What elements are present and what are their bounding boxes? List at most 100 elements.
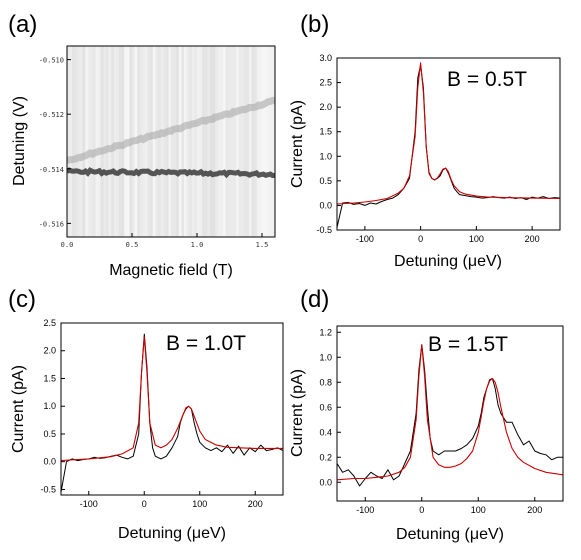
measured-series-line — [337, 344, 563, 487]
heatmap-column — [202, 46, 206, 237]
heatmap-column — [189, 46, 193, 237]
x-tick-label: 1.0 — [191, 241, 204, 249]
heatmap-column — [74, 46, 78, 237]
y-tick-label: 2.5 — [43, 318, 56, 328]
y-tick-label: 0.4 — [319, 427, 332, 437]
heatmap-column — [199, 46, 203, 237]
heatmap-column — [269, 46, 273, 237]
heatmap-column — [103, 46, 107, 237]
heatmap-column — [191, 46, 195, 237]
heatmap-column — [90, 46, 94, 237]
heatmap-column — [119, 46, 123, 237]
heatmap-column — [72, 46, 76, 237]
fit-series-line — [337, 62, 560, 205]
x-tick-label: 100 — [469, 234, 484, 244]
heatmap-column — [225, 46, 229, 237]
panel-c-chart: -100 0 100 200 -0.5 0.0 0.5 1.0 1.5 2.0 2.5 Detuni… — [10, 318, 284, 542]
heatmap-column — [249, 46, 253, 237]
y-tick-label: 3.0 — [319, 53, 332, 63]
heatmap-column — [220, 46, 224, 237]
panel-b-ylabel: Current (pA) — [289, 100, 306, 188]
heatmap-column — [210, 46, 214, 237]
panel-d-chart: -100 0 100 200 0.0 0.2 0.4 0.6 0.8 1.0 1.2 Detunin… — [289, 325, 564, 543]
heatmap-column — [236, 46, 240, 237]
heatmap-column — [204, 46, 208, 237]
heatmap-column — [150, 46, 154, 237]
x-tick-label: 1.5 — [256, 241, 269, 249]
heatmap-column — [113, 46, 117, 237]
x-tick-label: 100 — [471, 505, 486, 515]
heatmap-column — [108, 46, 112, 237]
fit-series-line — [61, 336, 283, 462]
heatmap-column — [181, 46, 185, 237]
y-tick-label: 1.5 — [43, 373, 56, 383]
heatmap-column — [223, 46, 227, 237]
y-tick-label: -0.512 — [39, 111, 64, 119]
heatmap-column — [95, 46, 99, 237]
panel-b-frame — [336, 57, 561, 231]
heatmap-column — [77, 46, 81, 237]
heatmap-column — [111, 46, 115, 237]
panel-c-ylabel: Current (pA) — [10, 365, 27, 453]
heatmap-column — [106, 46, 110, 237]
panel-d-xlabel: Detuning (μeV) — [396, 526, 504, 543]
heatmap-column — [168, 46, 172, 237]
x-tick-label: 0 — [418, 234, 423, 244]
heatmap-column — [87, 46, 91, 237]
x-tick-label: 200 — [248, 499, 263, 509]
panel-d-ylabel: Current (pA) — [289, 369, 306, 457]
heatmap-column — [82, 46, 86, 237]
heatmap-column — [160, 46, 164, 237]
heatmap-column — [267, 46, 271, 237]
y-tick-label: -0.510 — [39, 57, 64, 65]
y-tick-label: 1.0 — [43, 401, 56, 411]
panel-a-heatmap: 0.0 0.5 1.0 1.5 -0.510 -0.512 -0.514 -0.516 Mag… — [11, 45, 276, 279]
y-tick-label: 0.2 — [319, 452, 332, 462]
panel-b-letter: (b) — [300, 11, 329, 38]
heatmap-column — [272, 46, 275, 237]
heatmap-column — [230, 46, 234, 237]
y-tick-label: 1.0 — [319, 151, 332, 161]
y-tick-label: 0.8 — [319, 377, 332, 387]
heatmap-dark-band — [67, 167, 275, 179]
x-tick-label: -100 — [80, 499, 98, 509]
x-tick-label: 0 — [419, 505, 424, 515]
heatmap-column — [184, 46, 188, 237]
y-tick-label: -0.516 — [39, 220, 64, 228]
heatmap-column — [251, 46, 255, 237]
panel-d-field-label: B = 1.5T — [428, 333, 508, 356]
heatmap-column — [171, 46, 175, 237]
heatmap-column — [147, 46, 151, 237]
x-tick-label: -100 — [356, 505, 374, 515]
heatmap-column — [228, 46, 232, 237]
heatmap-column — [165, 46, 169, 237]
heatmap-column — [93, 46, 97, 237]
panel-b-xlabel: Detuning (μeV) — [394, 253, 502, 270]
heatmap-column — [262, 46, 266, 237]
heatmap-column — [264, 46, 268, 237]
x-tick-label: -100 — [356, 234, 374, 244]
heatmap-column — [212, 46, 216, 237]
heatmap-column — [241, 46, 245, 237]
panel-c-letter: (c) — [8, 286, 36, 313]
panel-c-field-label: B = 1.0T — [166, 332, 246, 355]
y-tick-label: 0.6 — [319, 402, 332, 412]
heatmap-light-band — [67, 96, 275, 164]
heatmap-column — [158, 46, 162, 237]
heatmap-column — [194, 46, 198, 237]
y-tick-label: 0.0 — [43, 457, 56, 467]
y-tick-label: 1.0 — [319, 352, 332, 362]
heatmap-column — [80, 46, 84, 237]
heatmap-column — [98, 46, 102, 237]
panel-a-ylabel: Detuning (V) — [11, 96, 28, 186]
heatmap-column — [186, 46, 190, 237]
panel-c-xlabel: Detuning (μeV) — [118, 525, 226, 542]
fit-series-line — [337, 344, 563, 481]
heatmap-column — [100, 46, 104, 237]
measured-series-line — [61, 333, 283, 493]
heatmap-column — [85, 46, 89, 237]
y-tick-label: 0.5 — [43, 429, 56, 439]
heatmap-column — [197, 46, 201, 237]
heatmap-column — [176, 46, 180, 237]
heatmap-column — [163, 46, 167, 237]
